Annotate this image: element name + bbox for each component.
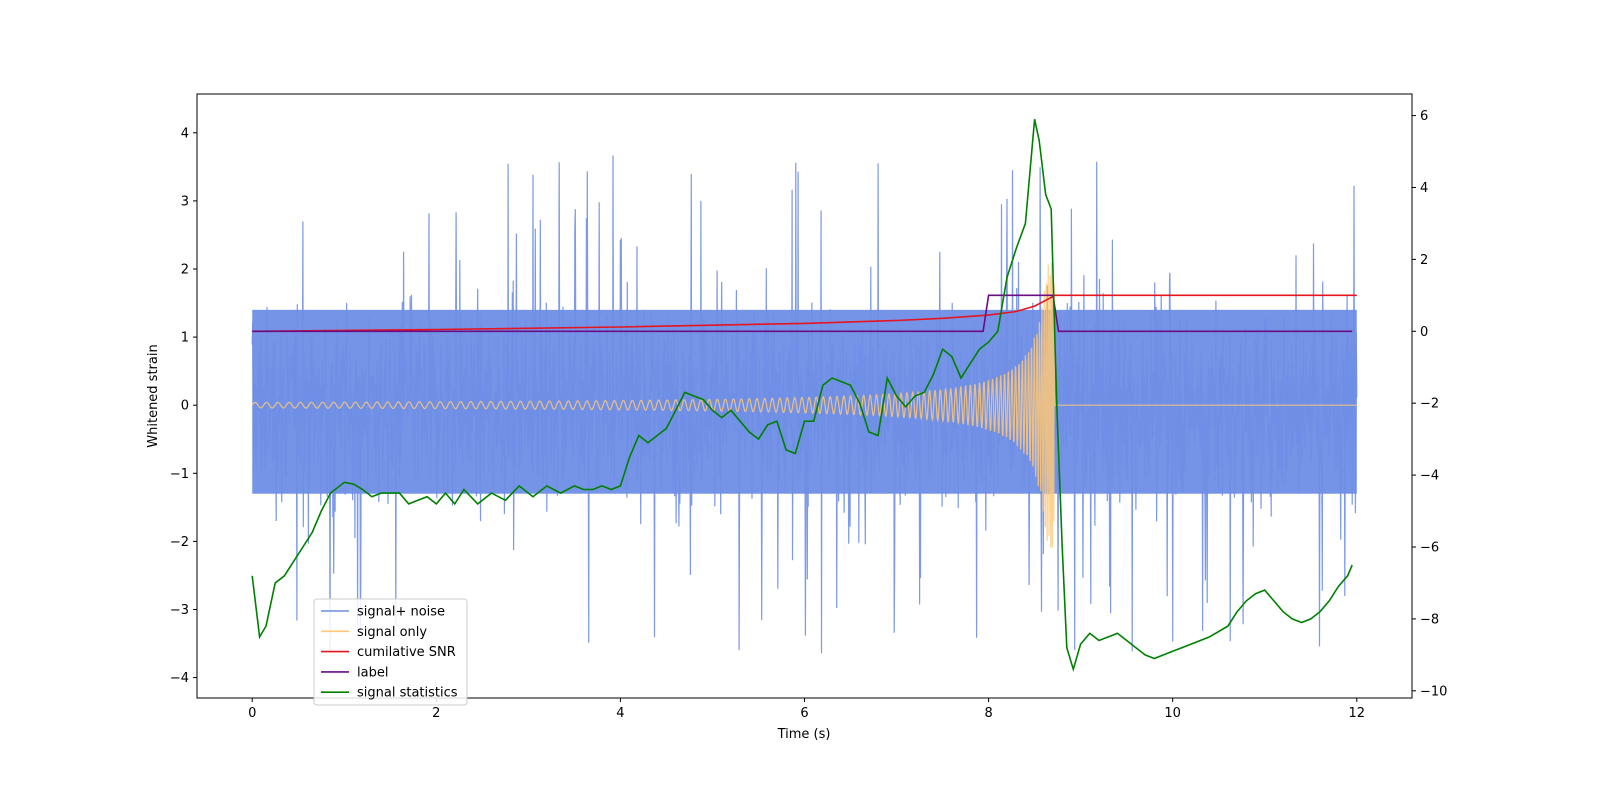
legend-entry: label: [357, 665, 388, 680]
y-tick-label-right: 0: [1420, 325, 1428, 340]
y-axis-left: −4 −3 −2 −1 0 1 2 3 4: [170, 126, 197, 686]
plot-area: [251, 119, 1358, 673]
y-axis-label-left: Whitened strain: [146, 344, 161, 447]
label-line: [252, 294, 1353, 333]
legend: signal+ noise signal only cumilative SNR la…: [313, 598, 468, 706]
series-signal-only: [251, 262, 1357, 548]
y-axis-right: −10 −8 −6 −4 −2 0 2 4 6: [1412, 109, 1447, 699]
x-tick-label: 12: [1348, 706, 1365, 721]
y-tick-label-right: −10: [1420, 684, 1447, 699]
snr-line: [252, 294, 1357, 333]
x-tick-label: 10: [1164, 706, 1181, 721]
y-tick-label-left: 4: [181, 126, 189, 141]
x-tick-label: 4: [616, 706, 624, 721]
y-tick-label-right: −8: [1420, 612, 1439, 627]
y-tick-label-right: −4: [1420, 469, 1439, 484]
series-signal-statistics: [251, 119, 1353, 673]
y-tick-label-right: 6: [1420, 109, 1428, 124]
y-tick-label-right: 4: [1420, 181, 1428, 196]
x-axis-label: Time (s): [777, 727, 831, 742]
y-tick-label-right: −6: [1420, 541, 1439, 556]
x-tick-label: 8: [984, 706, 992, 721]
y-tick-label-left: 0: [181, 399, 189, 414]
legend-entry: signal+ noise: [357, 605, 445, 620]
y-tick-label-left: 2: [181, 263, 189, 278]
x-tick-label: 0: [248, 706, 256, 721]
statistics-line: [251, 119, 1353, 673]
noise-line: [251, 155, 1358, 654]
y-tick-label-right: −2: [1420, 397, 1439, 412]
legend-entry: cumilative SNR: [357, 645, 456, 660]
y-tick-label-left: −4: [170, 671, 189, 686]
y-tick-label-right: 2: [1420, 253, 1428, 268]
y-tick-label-left: −1: [170, 467, 189, 482]
x-tick-label: 2: [432, 706, 440, 721]
signal-only-line: [251, 262, 1357, 548]
legend-entry: signal only: [357, 625, 427, 640]
y-tick-label-left: 3: [181, 194, 189, 209]
y-tick-label-left: −2: [170, 535, 189, 550]
y-tick-label-left: 1: [181, 331, 189, 346]
legend-box: [313, 598, 468, 706]
series-cumulative-snr: [252, 294, 1357, 333]
series-label: [252, 294, 1353, 333]
legend-entry: signal statistics: [357, 686, 458, 701]
series-signal-noise: [251, 155, 1358, 654]
x-tick-label: 6: [800, 706, 808, 721]
y-tick-label-left: −3: [170, 603, 189, 618]
